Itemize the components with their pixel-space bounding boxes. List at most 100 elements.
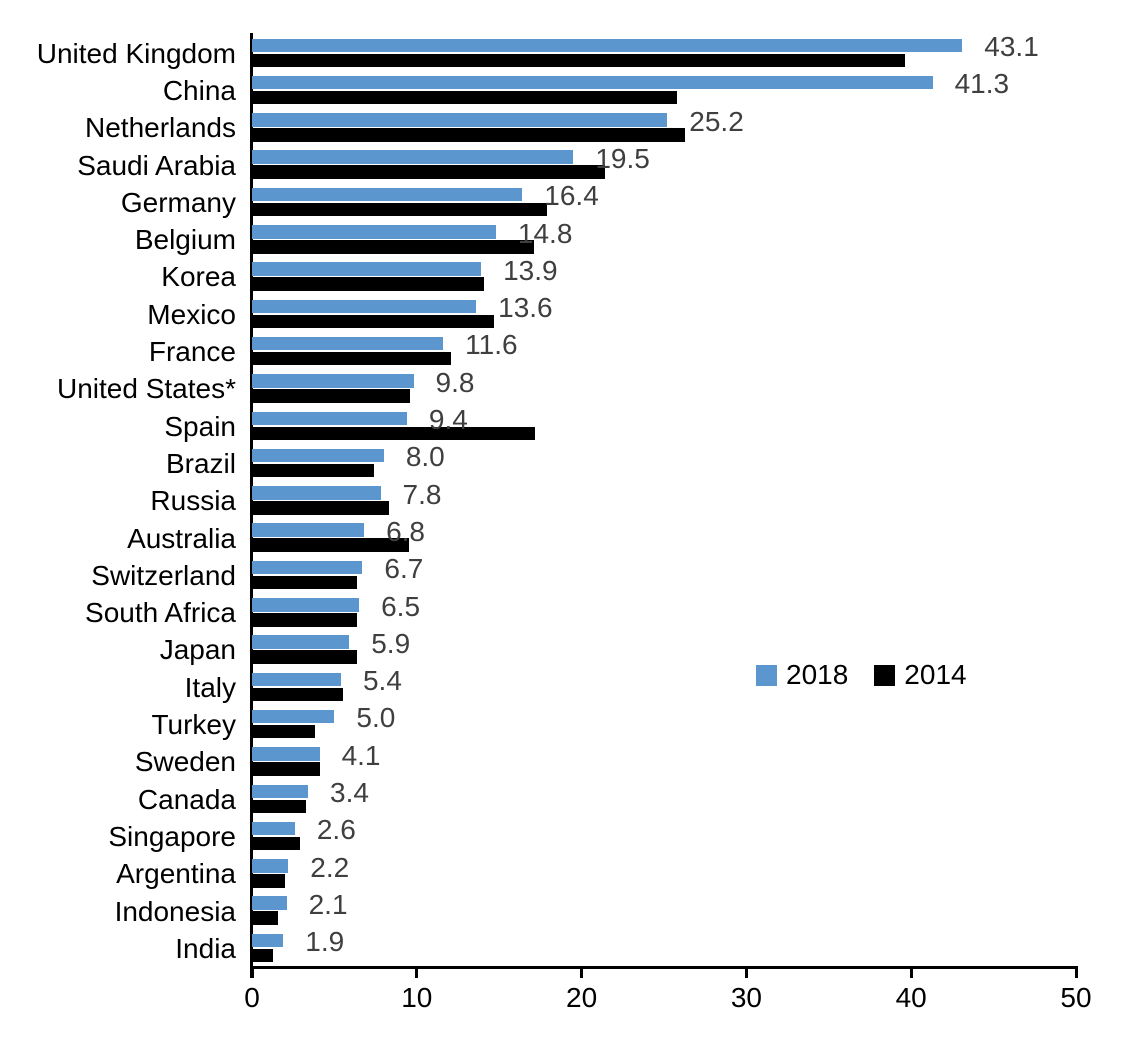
bar-2014: [252, 53, 905, 67]
value-label: 41.3: [954, 68, 1010, 100]
bar-2018: [252, 821, 295, 836]
category-label: Spain: [164, 410, 236, 442]
bar-2014: [252, 724, 315, 739]
bar-row: India 1.9: [0, 926, 1123, 967]
bar-2014: [252, 165, 605, 179]
bar-2014: [252, 314, 495, 329]
category-label: Japan: [159, 634, 236, 666]
category-label: Turkey: [151, 709, 236, 741]
value-label: 14.8: [517, 217, 573, 249]
bar-row: Saudi Arabia 19.5: [0, 143, 1123, 184]
bar-row: South Africa 6.5: [0, 591, 1123, 632]
bar-row: Germany 16.4: [0, 180, 1123, 221]
category-label: Mexico: [147, 298, 236, 330]
category-label: China: [162, 74, 236, 106]
category-label: Argentina: [116, 858, 236, 890]
category-label: India: [175, 932, 236, 964]
bar-group: 13.6: [252, 292, 1076, 333]
value-label: 43.1: [984, 31, 1039, 62]
bar-2018: [252, 336, 444, 351]
bar-row: Netherlands 25.2: [0, 106, 1123, 147]
value-label: 6.5: [381, 590, 421, 622]
legend-label: 2014: [904, 659, 967, 690]
y-axis-line: [250, 33, 253, 978]
value-label: 1.9: [305, 926, 345, 958]
category-label: Italy: [184, 671, 236, 703]
bar-group: 9.4: [252, 404, 1076, 445]
bar-2018: [252, 411, 407, 425]
bar-row: Italy 5.4: [0, 665, 1123, 706]
bar-group: 7.8: [252, 479, 1076, 520]
category-label: Belgium: [134, 224, 236, 256]
category-label: Saudi Arabia: [77, 149, 236, 181]
bar-2018: [252, 560, 363, 575]
category-label: France: [148, 336, 236, 368]
bar-row: Argentina 2.2: [0, 852, 1123, 893]
legend-item-2014: 2014: [874, 659, 967, 691]
bar-row: Belgium 14.8: [0, 218, 1123, 259]
x-tick-mark: [580, 969, 584, 978]
x-tick-mark: [415, 969, 419, 978]
bar-2014: [252, 948, 274, 963]
bar-group: 9.8: [252, 367, 1076, 408]
bar-2014: [252, 538, 409, 552]
bar-2018: [252, 709, 335, 724]
bar-group: 14.8: [252, 218, 1076, 259]
bar-2018: [252, 225, 496, 239]
bar-2014: [252, 650, 358, 664]
category-label: Canada: [137, 783, 236, 815]
bar-2018: [252, 859, 289, 873]
bar-row: Spain 9.4: [0, 404, 1123, 445]
bar-2018: [252, 187, 523, 202]
bar-2018: [252, 448, 384, 463]
bar-group: 4.1: [252, 740, 1076, 781]
value-label: 6.8: [386, 515, 425, 547]
bar-group: 43.1: [252, 31, 1076, 72]
x-tick-label: 10: [401, 982, 433, 1013]
bar-2014: [252, 202, 547, 217]
x-tick-mark: [1074, 969, 1078, 978]
bar-group: 2.1: [252, 889, 1076, 930]
category-label: United Kingdom: [36, 37, 236, 69]
category-label: Brazil: [165, 447, 236, 479]
bar-group: 5.0: [252, 702, 1076, 743]
bar-row: United Kingdom 43.1: [0, 31, 1123, 72]
value-label: 9.8: [435, 366, 475, 398]
value-label: 13.6: [498, 292, 553, 324]
value-label: 13.9: [503, 254, 558, 286]
bar-group: 13.9: [252, 255, 1076, 296]
x-tick-label: 40: [895, 982, 927, 1013]
bar-2018: [252, 486, 381, 500]
category-label: Australia: [127, 522, 236, 554]
bar-row: Russia 7.8: [0, 479, 1123, 520]
bar-2014: [252, 90, 678, 105]
bar-row: Mexico 13.6: [0, 292, 1123, 333]
bar-group: 11.6: [252, 329, 1076, 370]
bar-row: Japan 5.9: [0, 628, 1123, 669]
bar-2014: [252, 762, 320, 776]
bar-group: 2.2: [252, 852, 1076, 893]
bar-2018: [252, 75, 933, 90]
bar-2018: [252, 113, 668, 127]
category-label: Sweden: [134, 746, 236, 778]
bar-group: 6.5: [252, 591, 1076, 632]
bar-2018: [252, 523, 365, 537]
value-label: 19.5: [595, 142, 650, 174]
bar-2014: [252, 874, 285, 888]
bar-2014: [252, 575, 358, 590]
category-label: South Africa: [85, 597, 236, 629]
bar-row: China 41.3: [0, 68, 1123, 109]
bar-row: Sweden 4.1: [0, 740, 1123, 781]
category-label: Russia: [150, 485, 236, 517]
bar-2014: [252, 687, 343, 702]
bar-row: Brazil 8.0: [0, 441, 1123, 482]
bar-group: 2.6: [252, 814, 1076, 855]
x-tick-label: 20: [566, 982, 598, 1013]
legend-swatch-icon: [874, 664, 896, 686]
bar-2018: [252, 262, 482, 276]
bar-row: Australia 6.8: [0, 516, 1123, 557]
bar-group: 41.3: [252, 68, 1076, 109]
value-label: 8.0: [405, 441, 445, 473]
bar-group: 5.9: [252, 628, 1076, 669]
value-label: 6.7: [384, 553, 424, 585]
